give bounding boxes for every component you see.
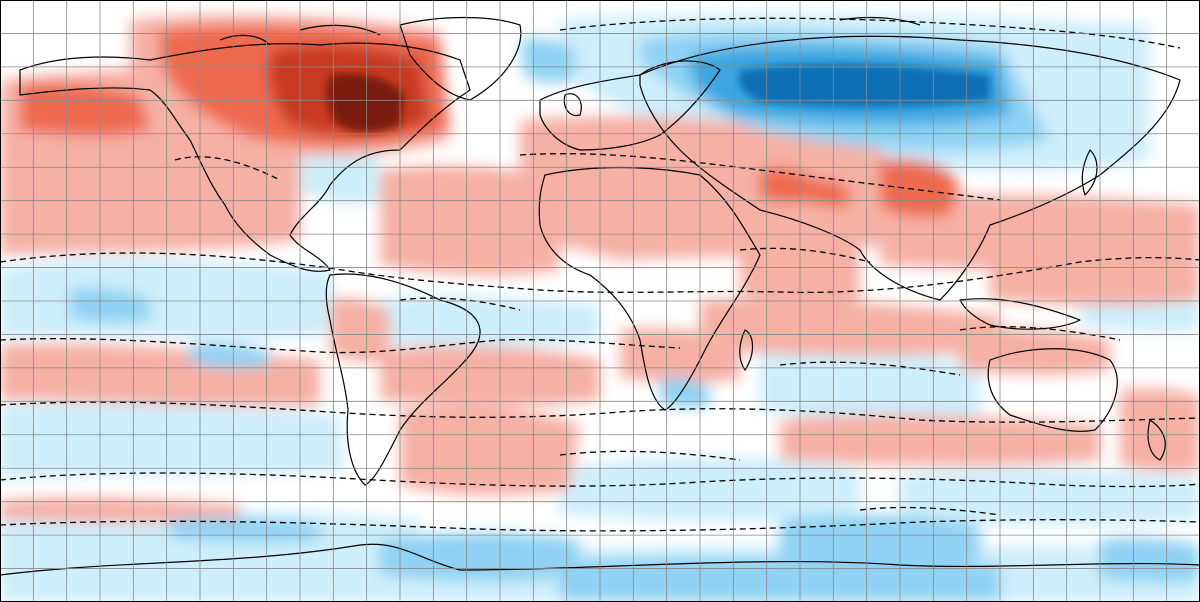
coast-south-america xyxy=(325,273,481,486)
coast-asia xyxy=(639,35,1181,301)
coast-greenland xyxy=(399,16,522,101)
coast-madagascar xyxy=(739,329,754,371)
coast-japan xyxy=(1081,149,1098,196)
coast-europe xyxy=(539,60,721,151)
zero-contours xyxy=(0,17,1200,532)
anomaly-cores xyxy=(326,63,990,133)
coast-arctic-islands xyxy=(219,16,921,46)
coast-uk xyxy=(563,93,582,117)
cold-core-eurasia xyxy=(738,63,990,107)
coast-antarctica xyxy=(0,543,1200,576)
warm-core-canada xyxy=(326,73,405,133)
coast-new-zealand xyxy=(1147,419,1166,461)
